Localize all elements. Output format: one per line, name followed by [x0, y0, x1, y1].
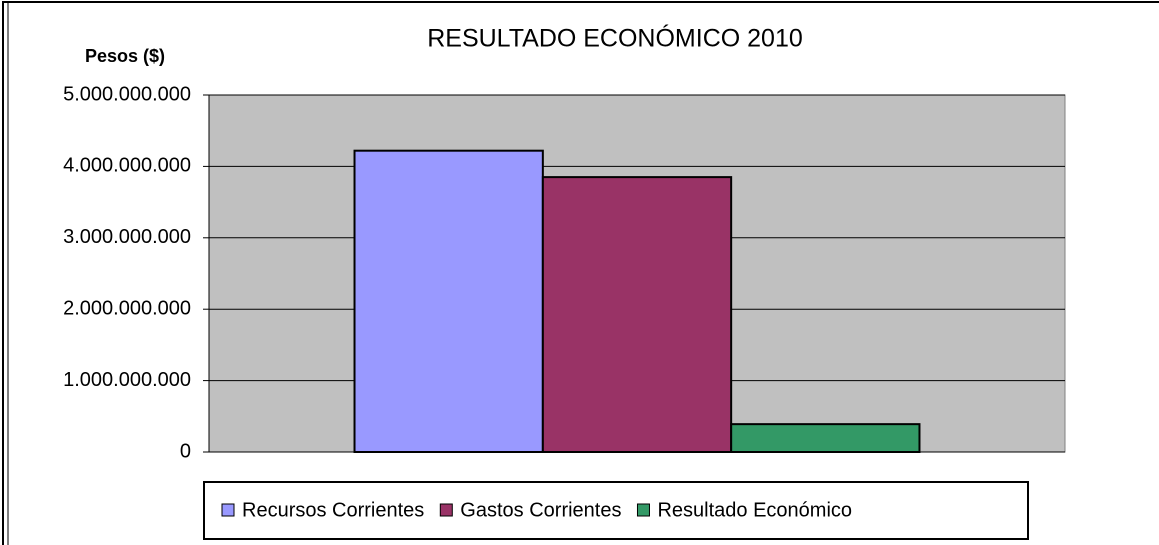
- bar: [541, 176, 733, 454]
- bar: [730, 423, 921, 453]
- legend-box: [203, 481, 1029, 540]
- y-tick-label: 5.000.000.000: [63, 83, 191, 105]
- y-tick-label: 2.000.000.000: [63, 297, 191, 319]
- bar: [353, 149, 544, 454]
- legend-label: Gastos Corrientes: [460, 499, 621, 521]
- y-tick-label: 0: [180, 440, 191, 462]
- y-tick-label: 4.000.000.000: [63, 155, 191, 177]
- legend-swatch: [221, 503, 235, 517]
- legend-label: Resultado Económico: [657, 499, 852, 521]
- legend-swatch: [636, 503, 650, 517]
- y-tick-label: 3.000.000.000: [63, 226, 191, 248]
- y-tick-label: 1.000.000.000: [63, 369, 191, 391]
- legend-label: Recursos Corrientes: [242, 499, 424, 521]
- legend-swatch: [439, 503, 453, 517]
- chart-title: RESULTADO ECONÓMICO 2010: [427, 24, 803, 53]
- y-axis-label: Pesos ($): [85, 46, 165, 66]
